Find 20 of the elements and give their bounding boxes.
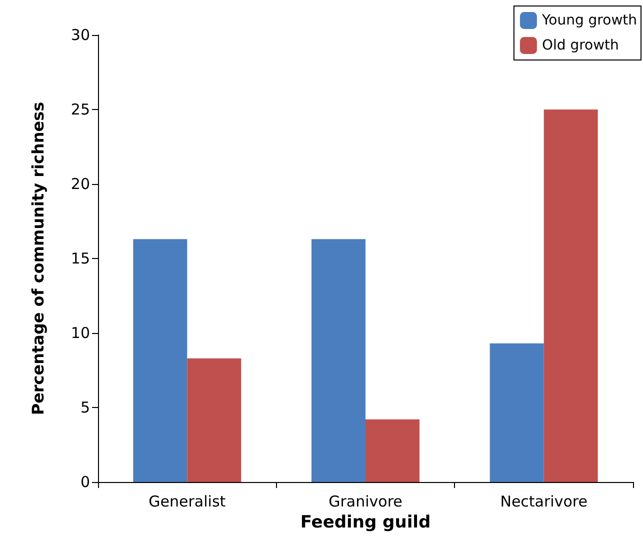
bar [133, 239, 188, 482]
y-tick-label: 15 [70, 250, 90, 268]
bar [312, 239, 366, 482]
x-tick-label: Granivore [328, 492, 402, 510]
bar [366, 419, 420, 482]
x-tick-label: Generalist [148, 492, 226, 510]
bar [490, 343, 544, 482]
y-tick-label: 30 [70, 26, 90, 44]
legend-label: Old growth [542, 38, 619, 54]
bar [544, 110, 598, 482]
y-tick-label: 5 [80, 398, 90, 416]
bar [187, 358, 242, 482]
y-tick-label: 20 [70, 175, 90, 193]
y-tick-label: 0 [80, 473, 90, 491]
y-axis-title: Percentage of community richness [28, 102, 48, 416]
legend-label: Young growth [540, 12, 638, 28]
x-axis-title: Feeding guild [300, 512, 431, 532]
y-tick-label: 10 [70, 324, 90, 342]
x-tick-label: Nectarivore [500, 492, 588, 510]
y-tick-label: 25 [70, 100, 90, 118]
